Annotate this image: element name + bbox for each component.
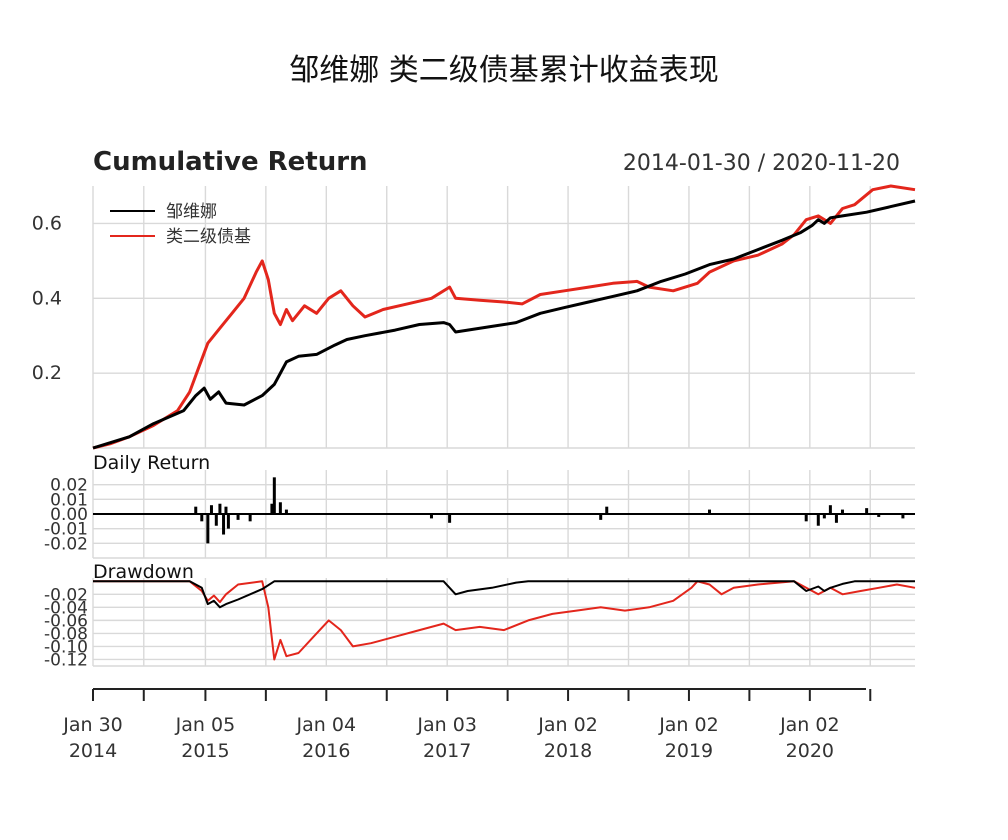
legend-label-benchmark: 类二级债基 bbox=[166, 227, 251, 247]
x-tick-label: Jan 30 bbox=[62, 714, 123, 736]
drawdown-lines bbox=[93, 580, 916, 661]
daily-bar bbox=[214, 514, 218, 526]
daily-bar bbox=[901, 514, 905, 519]
daily-bar bbox=[448, 514, 452, 523]
date-range: 2014-01-30 / 2020-11-20 bbox=[623, 151, 900, 176]
daily-bar bbox=[194, 506, 198, 514]
x-tick-label: Jan 05 bbox=[175, 714, 236, 736]
series-line-benchmark bbox=[92, 184, 916, 450]
x-tick-label: Jan 02 bbox=[658, 714, 719, 736]
y-tick-label: 0.4 bbox=[32, 287, 62, 309]
cumulative-return-title: Cumulative Return bbox=[93, 147, 368, 177]
drawdown-line-fund bbox=[93, 580, 915, 609]
daily-bar bbox=[877, 514, 881, 517]
daily-bar bbox=[270, 503, 274, 514]
y-tick-label: -0.10 bbox=[44, 637, 88, 657]
daily-bar bbox=[200, 514, 204, 522]
y-tick-label: -0.12 bbox=[44, 650, 88, 670]
y-tick-label: 0.6 bbox=[32, 212, 62, 234]
daily-bar bbox=[248, 514, 252, 522]
y-tick-label: -0.01 bbox=[44, 520, 88, 540]
daily-bar bbox=[272, 477, 276, 514]
x-axis: Jan 30 2014 Jan 05 2015 Jan 04 2016 Jan 03 2017… bbox=[62, 688, 872, 762]
daily-bar bbox=[209, 505, 213, 514]
x-tick-label: Jan 03 bbox=[416, 714, 477, 736]
daily-y-ticks: 0.020.010.00-0.01-0.02 bbox=[44, 476, 88, 555]
daily-bars bbox=[93, 477, 915, 544]
y-tick-label: 0.02 bbox=[50, 476, 88, 496]
x-tick-year: 2015 bbox=[181, 740, 229, 762]
daily-bar bbox=[224, 506, 228, 514]
drawdown-panel: Drawdown -0.02-0.04-0.06-0.08-0.10-0.12 bbox=[44, 561, 916, 670]
x-tick-year: 2017 bbox=[423, 740, 471, 762]
y-tick-label: 0.2 bbox=[32, 362, 62, 384]
cumulative-grid bbox=[92, 186, 915, 449]
daily-bar bbox=[222, 514, 226, 535]
daily-return-panel: Daily Return 0.020.010.00-0.01-0.02 bbox=[44, 452, 915, 559]
daily-bar bbox=[708, 509, 711, 514]
series-line-fund bbox=[92, 199, 916, 450]
x-tick-label: Jan 02 bbox=[779, 714, 840, 736]
drawdown-title: Drawdown bbox=[93, 561, 194, 583]
daily-bar bbox=[840, 509, 844, 514]
daily-bar bbox=[218, 503, 222, 514]
daily-bar bbox=[822, 514, 826, 519]
drawdown-grid bbox=[92, 578, 915, 667]
x-tick-year: 2018 bbox=[544, 740, 592, 762]
y-tick-label: -0.02 bbox=[44, 585, 88, 605]
daily-bar bbox=[599, 514, 603, 520]
x-axis-ticks: Jan 30 2014 Jan 05 2015 Jan 04 2016 Jan 03 2017… bbox=[62, 689, 872, 762]
x-tick-year: 2019 bbox=[665, 740, 713, 762]
x-tick-year: 2014 bbox=[69, 740, 117, 762]
daily-bar bbox=[865, 508, 869, 514]
x-tick-year: 2016 bbox=[302, 740, 350, 762]
x-tick-year: 2020 bbox=[786, 740, 834, 762]
chart-title: 邹维娜 类二级债基累计收益表现 bbox=[289, 53, 719, 88]
cumulative-y-ticks: 0.2 0.4 0.6 bbox=[32, 212, 62, 384]
daily-bar bbox=[226, 514, 230, 529]
y-tick-label: -0.02 bbox=[44, 534, 88, 554]
legend: 邹维娜 类二级债基 bbox=[110, 202, 251, 247]
cumulative-return-panel: Cumulative Return 2014-01-30 / 2020-11-2… bbox=[32, 147, 916, 450]
x-tick-label: Jan 04 bbox=[296, 714, 357, 736]
daily-bar bbox=[206, 514, 210, 544]
x-tick-label: Jan 02 bbox=[537, 714, 598, 736]
daily-bar bbox=[284, 509, 288, 514]
daily-bar bbox=[828, 505, 832, 514]
legend-label-fund: 邹维娜 bbox=[166, 202, 217, 222]
daily-return-title: Daily Return bbox=[93, 452, 210, 474]
cumulative-lines bbox=[92, 184, 916, 450]
y-tick-label: 0.00 bbox=[50, 505, 88, 525]
daily-bar bbox=[236, 514, 240, 520]
daily-bar bbox=[834, 514, 838, 523]
y-tick-label: 0.01 bbox=[50, 490, 88, 510]
drawdown-line-benchmark bbox=[93, 580, 916, 661]
y-tick-label: -0.06 bbox=[44, 611, 88, 631]
daily-bar bbox=[816, 514, 820, 526]
y-tick-label: -0.08 bbox=[44, 624, 88, 644]
daily-bar bbox=[804, 514, 808, 522]
drawdown-y-ticks: -0.02-0.04-0.06-0.08-0.10-0.12 bbox=[44, 585, 88, 670]
y-tick-label: -0.04 bbox=[44, 598, 88, 618]
daily-bar bbox=[605, 506, 609, 514]
daily-bar bbox=[429, 514, 433, 519]
daily-bar bbox=[278, 502, 282, 514]
